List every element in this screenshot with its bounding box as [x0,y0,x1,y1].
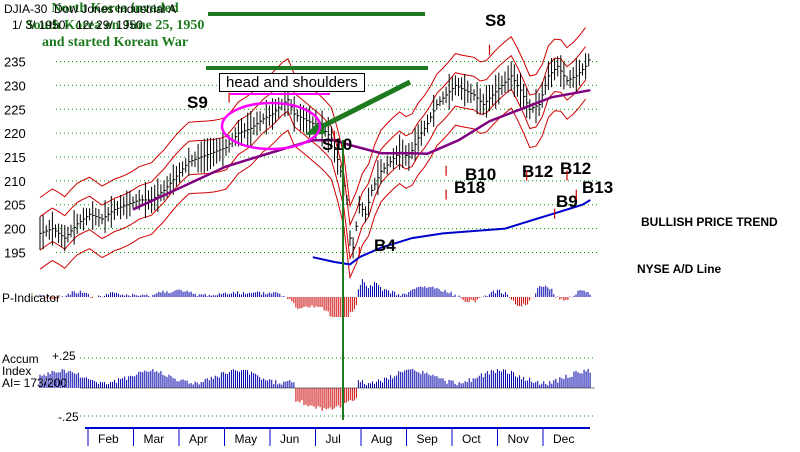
ad-line-label: NYSE A/D Line [637,262,722,276]
signal-label: B10 [465,165,496,184]
y-tick-label: 220 [4,126,26,141]
note-line-3: and started Korean War [41,35,189,50]
accum-index-label: Accum Index AI= 173/200 [2,352,68,390]
signal-label: S10 [322,135,352,154]
x-tick-label: Jun [280,432,299,446]
y-tick-label: 215 [4,150,26,165]
signal-label: B9 [556,192,578,211]
signal-label: B4 [374,236,396,255]
x-tick-label: Jul [326,432,341,446]
accum-bottom-label: -.25 [58,410,79,424]
signal-label: S9 [187,93,208,112]
indicator-panels [39,279,595,417]
signal-label: B12 [522,162,553,181]
x-tick-label: May [235,432,258,446]
chart-title: DJIA-30 Dow Jones Industrial A [4,2,177,16]
date-range: 1/ 3/ 1950- 12/ 29/ 1950 [12,18,143,32]
x-tick-label: Dec [553,432,574,446]
note-line-1: North Korea invaded [51,1,179,16]
y-tick-label: 210 [4,174,26,189]
note-line-2: South Korea on June 25, 1950 [25,18,205,33]
signal-label: B13 [582,178,613,197]
inner-lower-band [39,79,586,261]
korean-war-note: North Korea invaded South Korea on June … [0,0,230,51]
ad-line [312,199,591,266]
x-tick-label: Apr [189,432,208,446]
x-tick-label: Nov [508,432,529,446]
signal-label: S8 [485,11,506,30]
trend-label: BULLISH PRICE TREND [641,215,778,229]
y-tick-label: 230 [4,78,26,93]
y-tick-label: 205 [4,198,26,213]
moving-average-line [132,88,591,211]
signal-label: B12 [560,159,591,178]
accum-top-label: +.25 [52,349,76,363]
inner-upper-band [39,46,586,227]
ad-line-series [312,199,591,266]
trading-bands [39,27,586,280]
moving-average [132,88,591,211]
x-tick-label: Mar [144,432,165,446]
signal-label: B18 [454,178,485,197]
x-tick-label: Sep [417,432,439,446]
y-tick-label: 200 [4,222,26,237]
price-bars [39,53,591,259]
y-tick-label: 195 [4,245,26,260]
head-shoulders-label: head and shoulders [219,73,365,92]
lower-band [39,98,586,280]
p-indicator-label: P-Indicator [2,291,61,305]
x-tick-label: Aug [371,432,392,446]
y-tick-label: 225 [4,102,26,117]
head-shoulders-circle [220,101,322,151]
x-tick-label: Oct [462,432,481,446]
y-tick-label: 235 [4,55,26,70]
note-arrow-shaft [313,79,412,133]
axes: 195 200 205 210 215 220 225 230 235 Feb Mar Apr May J… [4,55,590,446]
x-tick-label: Feb [98,432,119,446]
